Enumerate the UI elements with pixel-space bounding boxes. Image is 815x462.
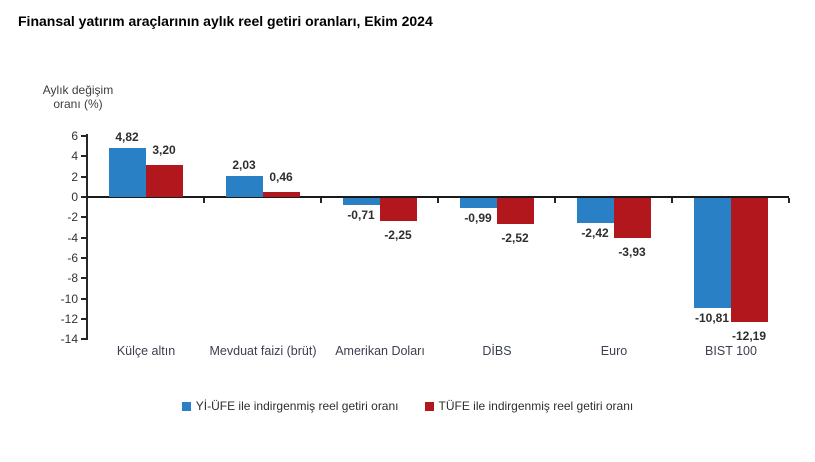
bar-tufe	[614, 198, 651, 238]
y-axis-tick	[81, 176, 86, 178]
y-axis-title: Aylık değişim oranı (%)	[42, 83, 114, 112]
y-axis-tick	[81, 298, 86, 300]
bar-value-label: -2,25	[384, 228, 412, 242]
bar-yiufe	[343, 198, 380, 205]
y-axis-line	[86, 134, 88, 340]
legend: Yİ-ÜFE ile indirgenmiş reel getiri oranı…	[0, 399, 815, 413]
y-axis-tick-label: 2	[71, 170, 78, 184]
y-axis-tick	[81, 237, 86, 239]
y-axis-tick-label: -14	[60, 332, 78, 346]
y-axis-tick	[81, 135, 86, 137]
bar-yiufe	[109, 148, 146, 197]
y-axis-tick-label: -2	[67, 210, 78, 224]
x-axis-tick	[437, 198, 439, 203]
x-axis-category-label: Euro	[600, 344, 628, 358]
y-axis-tick-label: -8	[67, 271, 78, 285]
y-axis-tick	[81, 155, 86, 157]
legend-item-yiufe: Yİ-ÜFE ile indirgenmiş reel getiri oranı	[181, 399, 399, 413]
legend-swatch-yiufe-icon	[181, 401, 191, 411]
bar-yiufe	[577, 198, 614, 223]
y-axis-tick-label: 4	[71, 149, 78, 163]
y-axis-tick	[81, 338, 86, 340]
y-axis-tick-label: 6	[71, 129, 78, 143]
bar-value-label: 3,20	[152, 143, 176, 157]
bar-tufe	[497, 198, 534, 224]
x-axis-category-label: DİBS	[482, 344, 512, 358]
bar-value-label: -2,42	[581, 226, 609, 240]
bar-yiufe	[226, 176, 263, 197]
legend-item-tufe: TÜFE ile indirgenmiş reel getiri oranı	[424, 399, 634, 413]
legend-swatch-tufe-icon	[424, 401, 434, 411]
legend-label-yiufe: Yİ-ÜFE ile indirgenmiş reel getiri oranı	[195, 399, 399, 413]
x-axis-tick	[203, 198, 205, 203]
legend-label-tufe: TÜFE ile indirgenmiş reel getiri oranı	[438, 399, 634, 413]
chart-title: Finansal yatırım araçlarının aylık reel …	[18, 13, 433, 29]
bar-value-label: 0,46	[269, 170, 293, 184]
y-axis-tick-label: 0	[71, 190, 78, 204]
y-axis-tick	[81, 277, 86, 279]
y-axis-tick	[81, 318, 86, 320]
bar-value-label: -12,19	[731, 329, 767, 343]
y-axis-tick-label: -10	[60, 292, 78, 306]
bar-value-label: -10,81	[694, 311, 730, 325]
y-axis-tick-label: -6	[67, 251, 78, 265]
x-axis-category-label: Mevduat faizi (brüt)	[209, 344, 317, 358]
x-axis-tick	[671, 198, 673, 203]
bar-tufe	[263, 192, 300, 197]
y-axis-tick-label: -12	[60, 312, 78, 326]
y-axis-tick	[81, 216, 86, 218]
bar-value-label: 2,03	[232, 158, 256, 172]
x-axis-category-label: Amerikan Doları	[335, 344, 425, 358]
bar-value-label: -0,71	[347, 208, 375, 222]
x-axis-tick	[320, 198, 322, 203]
bar-value-label: 4,82	[115, 130, 139, 144]
y-axis-tick	[81, 257, 86, 259]
bar-value-label: -0,99	[464, 211, 492, 225]
bar-tufe	[731, 198, 768, 322]
x-axis-line	[87, 196, 789, 198]
x-axis-tick	[554, 198, 556, 203]
bar-yiufe	[694, 198, 731, 308]
y-axis-tick	[81, 196, 86, 198]
bar-tufe	[380, 198, 417, 221]
x-axis-tick	[788, 198, 790, 203]
x-axis-category-label: BIST 100	[705, 344, 757, 358]
y-axis-tick-label: -4	[67, 231, 78, 245]
bar-yiufe	[460, 198, 497, 208]
bar-tufe	[146, 165, 183, 197]
x-axis-category-label: Külçe altın	[116, 344, 176, 358]
bar-value-label: -2,52	[501, 231, 529, 245]
bar-value-label: -3,93	[618, 245, 646, 259]
